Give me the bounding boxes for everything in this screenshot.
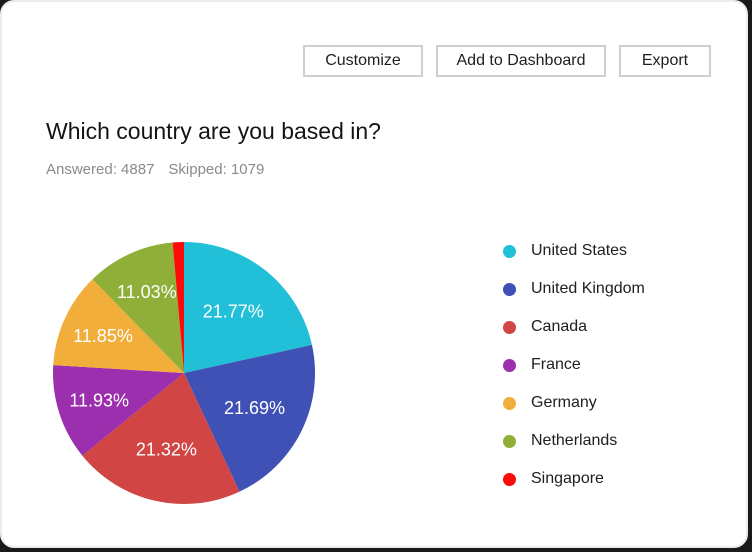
pie-slice[interactable] xyxy=(92,242,184,373)
legend-item[interactable]: Singapore xyxy=(502,460,645,498)
legend-dot-icon xyxy=(503,244,516,258)
legend-item[interactable]: France xyxy=(502,346,645,384)
legend-label: Germany xyxy=(531,394,597,411)
legend-label: Canada xyxy=(531,318,588,335)
legend-label: United States xyxy=(531,242,628,259)
pie-slice[interactable] xyxy=(172,242,184,373)
answered-count: Answered: 4887 xyxy=(46,161,155,178)
pie-slice-label: 21.32% xyxy=(136,440,197,460)
chart-legend: United States United Kingdom Canada France G… xyxy=(502,232,645,498)
legend-label: France xyxy=(531,356,581,373)
response-stats: Answered: 4887 Skipped: 1079 xyxy=(46,161,264,178)
legend-dot-icon xyxy=(503,282,516,296)
question-title: Which country are you based in? xyxy=(46,118,381,144)
pie-slice-label: 11.93% xyxy=(69,390,129,410)
legend-label: Netherlands xyxy=(531,432,618,449)
pie-slice[interactable] xyxy=(53,279,184,373)
pie-chart: 21.77% 21.69% 21.32% 11.93% 11.85% 11.03% xyxy=(53,242,315,505)
legend-item[interactable]: Germany xyxy=(502,384,645,422)
legend-dot-icon xyxy=(503,434,516,448)
legend-label: Singapore xyxy=(531,470,604,487)
legend-dot-icon xyxy=(503,320,516,334)
legend-dot-icon xyxy=(503,358,516,372)
skipped-count: Skipped: 1079 xyxy=(168,161,265,178)
pie-slice[interactable] xyxy=(53,365,184,456)
legend-item[interactable]: Netherlands xyxy=(502,422,645,460)
add-to-dashboard-button[interactable]: Add to Dashboard xyxy=(436,45,606,77)
legend-item[interactable]: Canada xyxy=(502,308,645,346)
legend-label: United Kingdom xyxy=(531,280,645,297)
customize-button[interactable]: Customize xyxy=(303,45,423,77)
pie-slice[interactable] xyxy=(184,242,312,373)
pie-slice[interactable] xyxy=(82,373,240,505)
legend-item[interactable]: United States xyxy=(502,232,645,270)
pie-slice-label: 11.85% xyxy=(73,326,133,346)
pie-slice-label: 21.77% xyxy=(203,302,264,322)
export-button[interactable]: Export xyxy=(619,45,711,77)
legend-item[interactable]: United Kingdom xyxy=(502,270,645,308)
pie-slice[interactable] xyxy=(184,344,315,492)
legend-dot-icon xyxy=(503,472,516,486)
toolbar: Customize Add to Dashboard Export xyxy=(303,45,711,77)
legend-dot-icon xyxy=(503,396,516,410)
pie-slice-label: 11.03% xyxy=(117,282,177,302)
pie-slice-label: 21.69% xyxy=(224,398,285,418)
